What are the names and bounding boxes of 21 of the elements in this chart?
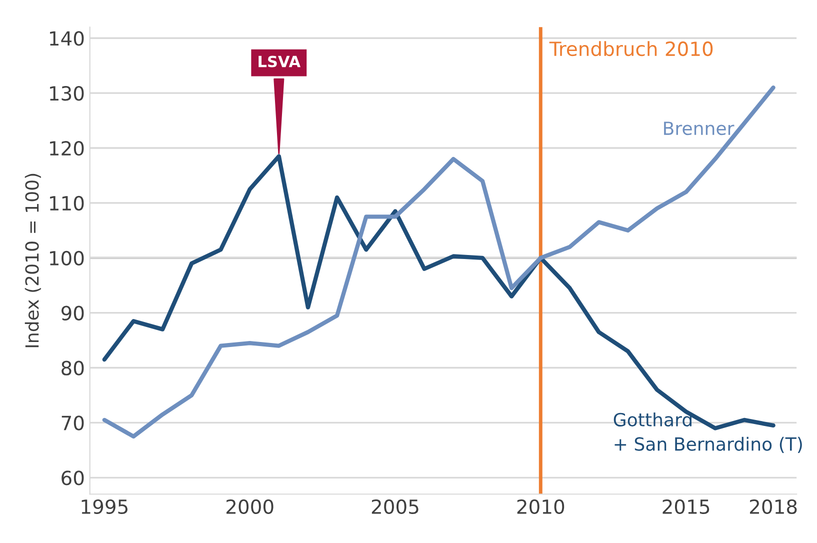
x-tick-label: 2018 [750,499,797,514]
y-tick-label: 110 [50,196,84,211]
y-tick-label: 100 [50,250,84,266]
y-tick-label: 140 [50,31,84,46]
x-tick-label: 1995 [82,499,128,514]
y-tick-label: 80 [62,360,84,376]
y-tick-label: 130 [50,86,84,101]
series-label: Gotthard + San Bernardino (T) [614,412,802,453]
x-tick-label: 2005 [372,499,418,514]
x-tick-label: 2010 [517,499,564,514]
y-tick-label: 90 [61,306,84,320]
series-label: Brenner [664,122,734,136]
ref-line-label: Trendbruch 2010 [549,41,713,56]
x-tick-label: 2015 [662,499,710,514]
line-series [102,154,776,430]
y-tick-label: 120 [50,140,84,156]
y-tick-label: 60 [62,470,84,486]
x-tick-label: 2000 [226,499,274,514]
y-tick-label: 70 [62,416,84,430]
annotation: LSVA [258,56,301,68]
y-axis-title: Index (2010 = 100) [24,174,41,348]
